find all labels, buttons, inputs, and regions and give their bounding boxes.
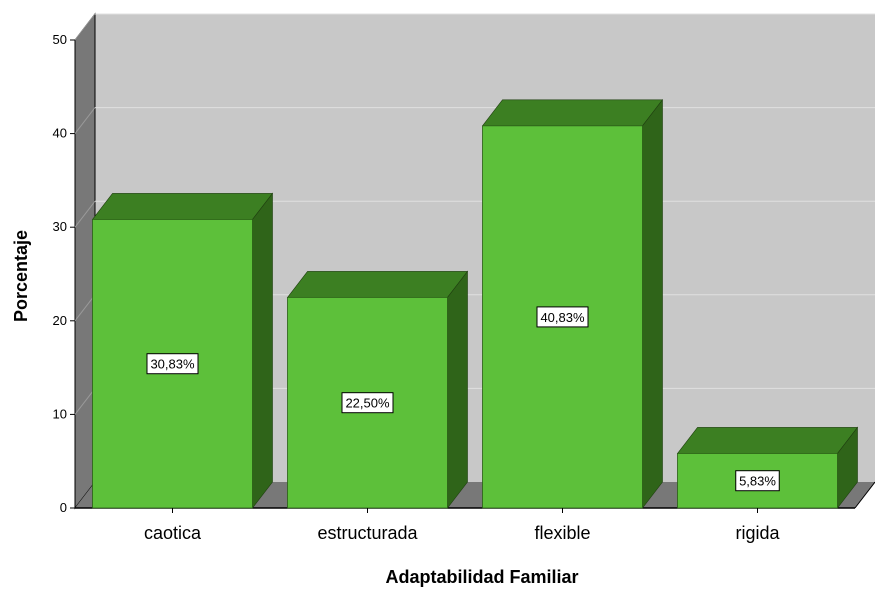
y-tick-label: 0: [60, 500, 67, 515]
category-label: estructurada: [317, 523, 418, 543]
bar-side: [252, 192, 273, 509]
floor-edge-line: [854, 481, 875, 509]
y-tick-label: 50: [53, 32, 67, 47]
y-tick-label: 30: [53, 219, 67, 234]
category-label: flexible: [534, 523, 590, 543]
x-axis-categories: caotica estructurada flexible rigida: [144, 508, 780, 543]
gridline-wall: [74, 388, 96, 415]
bar-top: [91, 193, 274, 220]
data-label: 5,83%: [739, 474, 776, 489]
data-label-box: [735, 470, 780, 492]
data-label: 30,83%: [150, 357, 195, 372]
y-tick-label: 10: [53, 406, 67, 421]
data-label: 40,83%: [540, 310, 585, 325]
bar-side: [447, 270, 468, 509]
gridline-wall: [74, 200, 96, 228]
left-wall: [74, 12, 96, 510]
x-axis-title: Adaptabilidad Familiar: [385, 567, 578, 587]
data-label-box: [146, 353, 199, 375]
bar-top: [481, 99, 664, 127]
y-tick-label: 20: [53, 313, 67, 328]
data-label: 22,50%: [345, 396, 390, 411]
gridline-wall: [74, 13, 96, 41]
y-axis-title: Porcentaje: [11, 230, 31, 322]
bars: 30,83% 22,50% 40,83% 5,83%: [91, 98, 859, 509]
y-tick-label: 40: [53, 126, 67, 141]
category-label: rigida: [735, 523, 780, 543]
data-label-box: [341, 392, 394, 414]
bar-side: [642, 98, 663, 509]
floor: [75, 482, 875, 508]
gridline-wall: [74, 294, 96, 322]
bar-top: [676, 427, 859, 454]
category-label: caotica: [144, 523, 202, 543]
bar-top: [286, 271, 469, 298]
gridline-wall: [74, 107, 96, 134]
data-label-box: [536, 306, 589, 328]
y-axis-ticks: 0 10 20 30 40 50: [53, 32, 75, 515]
